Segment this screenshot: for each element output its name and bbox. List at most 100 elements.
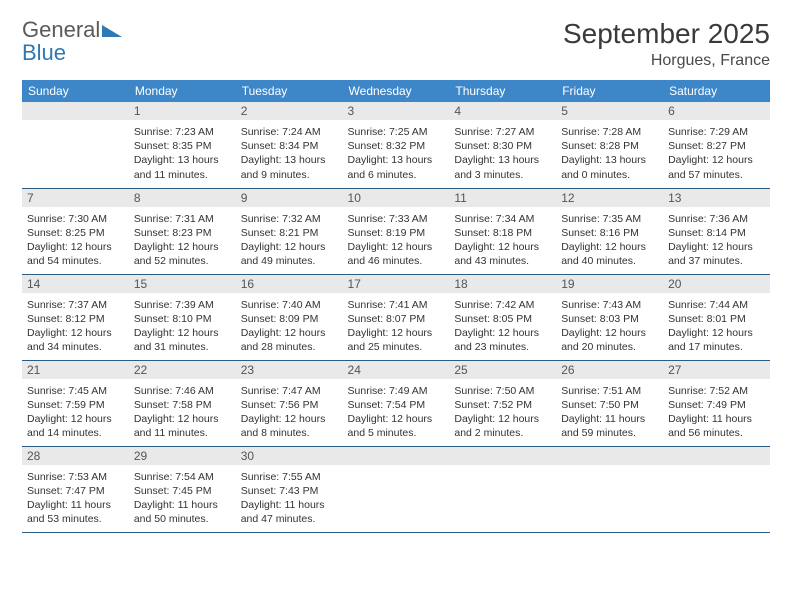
calendar-row: 28Sunrise: 7:53 AMSunset: 7:47 PMDayligh… [22, 446, 770, 532]
cell-content: Sunrise: 7:46 AMSunset: 7:58 PMDaylight:… [129, 379, 236, 445]
day2-line: and 20 minutes. [561, 340, 658, 354]
calendar-cell: 23Sunrise: 7:47 AMSunset: 7:56 PMDayligh… [236, 360, 343, 446]
day-number: 13 [663, 189, 770, 207]
sun-info: Sunrise: 7:50 AMSunset: 7:52 PMDaylight:… [454, 384, 551, 441]
sunset-line: Sunset: 8:16 PM [561, 226, 658, 240]
day2-line: and 6 minutes. [348, 168, 445, 182]
cell-content: Sunrise: 7:52 AMSunset: 7:49 PMDaylight:… [663, 379, 770, 445]
day1-line: Daylight: 13 hours [454, 153, 551, 167]
day2-line: and 14 minutes. [27, 426, 124, 440]
day2-line: and 54 minutes. [27, 254, 124, 268]
sun-info: Sunrise: 7:40 AMSunset: 8:09 PMDaylight:… [241, 298, 338, 355]
weekday-header: Wednesday [343, 80, 450, 102]
sun-info: Sunrise: 7:23 AMSunset: 8:35 PMDaylight:… [134, 125, 231, 182]
day-number: 15 [129, 275, 236, 293]
sunrise-line: Sunrise: 7:31 AM [134, 212, 231, 226]
calendar-cell: 6Sunrise: 7:29 AMSunset: 8:27 PMDaylight… [663, 102, 770, 188]
sunrise-line: Sunrise: 7:44 AM [668, 298, 765, 312]
calendar-cell: 1Sunrise: 7:23 AMSunset: 8:35 PMDaylight… [129, 102, 236, 188]
calendar-cell [449, 446, 556, 532]
day1-line: Daylight: 12 hours [454, 326, 551, 340]
sunrise-line: Sunrise: 7:28 AM [561, 125, 658, 139]
sun-info: Sunrise: 7:53 AMSunset: 7:47 PMDaylight:… [27, 470, 124, 527]
day2-line: and 31 minutes. [134, 340, 231, 354]
calendar-cell: 28Sunrise: 7:53 AMSunset: 7:47 PMDayligh… [22, 446, 129, 532]
day2-line: and 43 minutes. [454, 254, 551, 268]
cell-content: Sunrise: 7:24 AMSunset: 8:34 PMDaylight:… [236, 120, 343, 186]
cell-content: Sunrise: 7:25 AMSunset: 8:32 PMDaylight:… [343, 120, 450, 186]
day-number: 2 [236, 102, 343, 120]
title-block: September 2025 Horgues, France [563, 18, 770, 70]
calendar-cell: 5Sunrise: 7:28 AMSunset: 8:28 PMDaylight… [556, 102, 663, 188]
sunrise-line: Sunrise: 7:29 AM [668, 125, 765, 139]
sunrise-line: Sunrise: 7:32 AM [241, 212, 338, 226]
calendar-cell: 30Sunrise: 7:55 AMSunset: 7:43 PMDayligh… [236, 446, 343, 532]
day-number [663, 447, 770, 465]
sunset-line: Sunset: 8:32 PM [348, 139, 445, 153]
day1-line: Daylight: 13 hours [134, 153, 231, 167]
day1-line: Daylight: 12 hours [27, 412, 124, 426]
day1-line: Daylight: 13 hours [348, 153, 445, 167]
sunrise-line: Sunrise: 7:27 AM [454, 125, 551, 139]
calendar-cell: 13Sunrise: 7:36 AMSunset: 8:14 PMDayligh… [663, 188, 770, 274]
cell-content: Sunrise: 7:42 AMSunset: 8:05 PMDaylight:… [449, 293, 556, 359]
sun-info: Sunrise: 7:44 AMSunset: 8:01 PMDaylight:… [668, 298, 765, 355]
logo-text: General Blue [22, 18, 122, 64]
calendar-cell: 8Sunrise: 7:31 AMSunset: 8:23 PMDaylight… [129, 188, 236, 274]
day-number: 6 [663, 102, 770, 120]
cell-content: Sunrise: 7:43 AMSunset: 8:03 PMDaylight:… [556, 293, 663, 359]
sun-info: Sunrise: 7:31 AMSunset: 8:23 PMDaylight:… [134, 212, 231, 269]
sunset-line: Sunset: 8:21 PM [241, 226, 338, 240]
calendar-table: SundayMondayTuesdayWednesdayThursdayFrid… [22, 80, 770, 533]
sunrise-line: Sunrise: 7:50 AM [454, 384, 551, 398]
brand-logo: General Blue [22, 18, 122, 64]
sunset-line: Sunset: 7:56 PM [241, 398, 338, 412]
sunset-line: Sunset: 8:18 PM [454, 226, 551, 240]
sunrise-line: Sunrise: 7:33 AM [348, 212, 445, 226]
day-number: 5 [556, 102, 663, 120]
day1-line: Daylight: 12 hours [668, 240, 765, 254]
sunset-line: Sunset: 7:50 PM [561, 398, 658, 412]
sunset-line: Sunset: 8:27 PM [668, 139, 765, 153]
day2-line: and 8 minutes. [241, 426, 338, 440]
day1-line: Daylight: 12 hours [241, 326, 338, 340]
cell-content: Sunrise: 7:44 AMSunset: 8:01 PMDaylight:… [663, 293, 770, 359]
weekday-header: Tuesday [236, 80, 343, 102]
calendar-cell: 22Sunrise: 7:46 AMSunset: 7:58 PMDayligh… [129, 360, 236, 446]
day-number: 24 [343, 361, 450, 379]
sunrise-line: Sunrise: 7:52 AM [668, 384, 765, 398]
sun-info: Sunrise: 7:35 AMSunset: 8:16 PMDaylight:… [561, 212, 658, 269]
day2-line: and 11 minutes. [134, 168, 231, 182]
day1-line: Daylight: 11 hours [27, 498, 124, 512]
calendar-cell: 12 Sunrise: 7:35 AMSunset: 8:16 PMDayligh… [556, 188, 663, 274]
day2-line: and 37 minutes. [668, 254, 765, 268]
sunrise-line: Sunrise: 7:53 AM [27, 470, 124, 484]
calendar-cell: 20 Sunrise: 7:44 AMSunset: 8:01 PMDayligh… [663, 274, 770, 360]
day1-line: Daylight: 12 hours [241, 240, 338, 254]
day1-line: Daylight: 12 hours [27, 240, 124, 254]
sunset-line: Sunset: 8:05 PM [454, 312, 551, 326]
day1-line: Daylight: 11 hours [241, 498, 338, 512]
day-number [22, 102, 129, 120]
cell-content: Sunrise: 7:37 AMSunset: 8:12 PMDaylight:… [22, 293, 129, 359]
day1-line: Daylight: 12 hours [668, 326, 765, 340]
sunrise-line: Sunrise: 7:25 AM [348, 125, 445, 139]
sunrise-line: Sunrise: 7:24 AM [241, 125, 338, 139]
sunset-line: Sunset: 8:30 PM [454, 139, 551, 153]
day1-line: Daylight: 12 hours [241, 412, 338, 426]
day-number: 20 [663, 275, 770, 293]
sun-info: Sunrise: 7:25 AMSunset: 8:32 PMDaylight:… [348, 125, 445, 182]
day1-line: Daylight: 11 hours [668, 412, 765, 426]
calendar-row: 14Sunrise: 7:37 AMSunset: 8:12 PMDayligh… [22, 274, 770, 360]
sun-info: Sunrise: 7:32 AMSunset: 8:21 PMDaylight:… [241, 212, 338, 269]
day1-line: Daylight: 13 hours [241, 153, 338, 167]
sunset-line: Sunset: 8:07 PM [348, 312, 445, 326]
day2-line: and 11 minutes. [134, 426, 231, 440]
calendar-cell: 25Sunrise: 7:50 AMSunset: 7:52 PMDayligh… [449, 360, 556, 446]
day-number: 9 [236, 189, 343, 207]
day-number: 12 [556, 189, 663, 207]
sunset-line: Sunset: 7:58 PM [134, 398, 231, 412]
sunset-line: Sunset: 7:59 PM [27, 398, 124, 412]
sunrise-line: Sunrise: 7:35 AM [561, 212, 658, 226]
sunrise-line: Sunrise: 7:51 AM [561, 384, 658, 398]
